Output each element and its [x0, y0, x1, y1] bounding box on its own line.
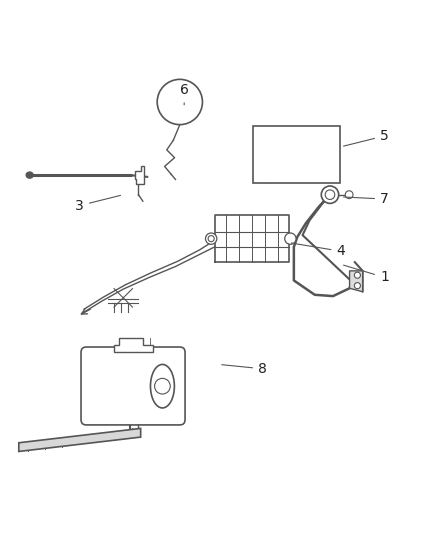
Circle shape	[155, 378, 170, 394]
Text: 7: 7	[344, 192, 389, 206]
Text: 4: 4	[291, 243, 345, 259]
Circle shape	[354, 282, 360, 289]
Polygon shape	[350, 271, 363, 292]
Circle shape	[205, 233, 217, 244]
Text: 6: 6	[180, 83, 189, 105]
Ellipse shape	[150, 365, 174, 408]
Circle shape	[208, 236, 214, 241]
Ellipse shape	[26, 172, 33, 178]
Polygon shape	[114, 338, 153, 352]
Circle shape	[325, 190, 335, 199]
FancyBboxPatch shape	[81, 347, 185, 425]
FancyBboxPatch shape	[253, 126, 340, 183]
Circle shape	[157, 79, 202, 125]
Text: 5: 5	[343, 129, 389, 146]
Circle shape	[354, 272, 360, 278]
Circle shape	[285, 233, 296, 244]
Text: 3: 3	[75, 196, 120, 213]
Text: 8: 8	[222, 362, 267, 376]
Text: 1: 1	[343, 265, 389, 285]
Circle shape	[345, 191, 353, 199]
Polygon shape	[135, 166, 144, 184]
Polygon shape	[19, 429, 141, 451]
Circle shape	[321, 186, 339, 204]
